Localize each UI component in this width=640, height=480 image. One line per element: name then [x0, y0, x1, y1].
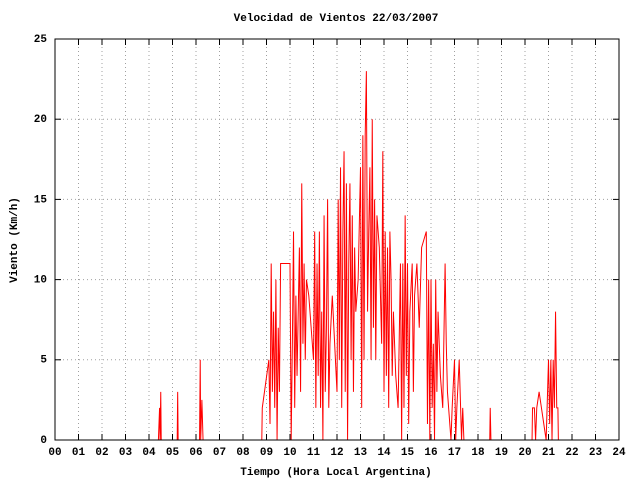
x-tick-label: 11: [307, 447, 321, 459]
y-tick-label: 5: [40, 355, 47, 367]
y-tick-label: 25: [34, 34, 48, 46]
x-tick-label: 02: [95, 447, 108, 459]
x-tick-label: 00: [48, 447, 61, 459]
x-axis-label: Tiempo (Hora Local Argentina): [240, 467, 431, 479]
x-tick-label: 05: [166, 447, 180, 459]
plot-frame: [54, 38, 620, 441]
x-tick-label: 10: [283, 447, 296, 459]
x-tick-label: 19: [495, 447, 508, 459]
x-tick-label: 12: [330, 447, 343, 459]
x-tick-label: 03: [119, 447, 133, 459]
x-tick-label: 20: [518, 447, 531, 459]
y-tick-label: 20: [34, 114, 47, 126]
x-tick-label: 21: [542, 447, 556, 459]
x-tick-label: 06: [189, 447, 202, 459]
x-tick-label: 23: [589, 447, 603, 459]
x-tick-label: 16: [424, 447, 437, 459]
y-tick-label: 15: [34, 194, 48, 206]
x-tick-label: 13: [354, 447, 368, 459]
x-tick-label: 18: [471, 447, 485, 459]
x-tick-label: 01: [72, 447, 86, 459]
y-axis-label: Viento (Km/h): [9, 197, 21, 283]
x-tick-label: 07: [213, 447, 226, 459]
y-tick-label: 10: [34, 275, 47, 287]
wind-line: [55, 71, 559, 441]
x-tick-label: 17: [448, 447, 461, 459]
x-tick-label: 09: [260, 447, 273, 459]
x-tick-label: 24: [612, 447, 626, 459]
chart-title: Velocidad de Vientos 22/03/2007: [234, 13, 439, 25]
x-tick-label: 22: [565, 447, 578, 459]
x-tick-label: 14: [377, 447, 391, 459]
y-tick-label: 0: [40, 435, 47, 447]
x-tick-label: 15: [401, 447, 415, 459]
x-tick-label: 08: [236, 447, 250, 459]
x-tick-label: 04: [142, 447, 156, 459]
